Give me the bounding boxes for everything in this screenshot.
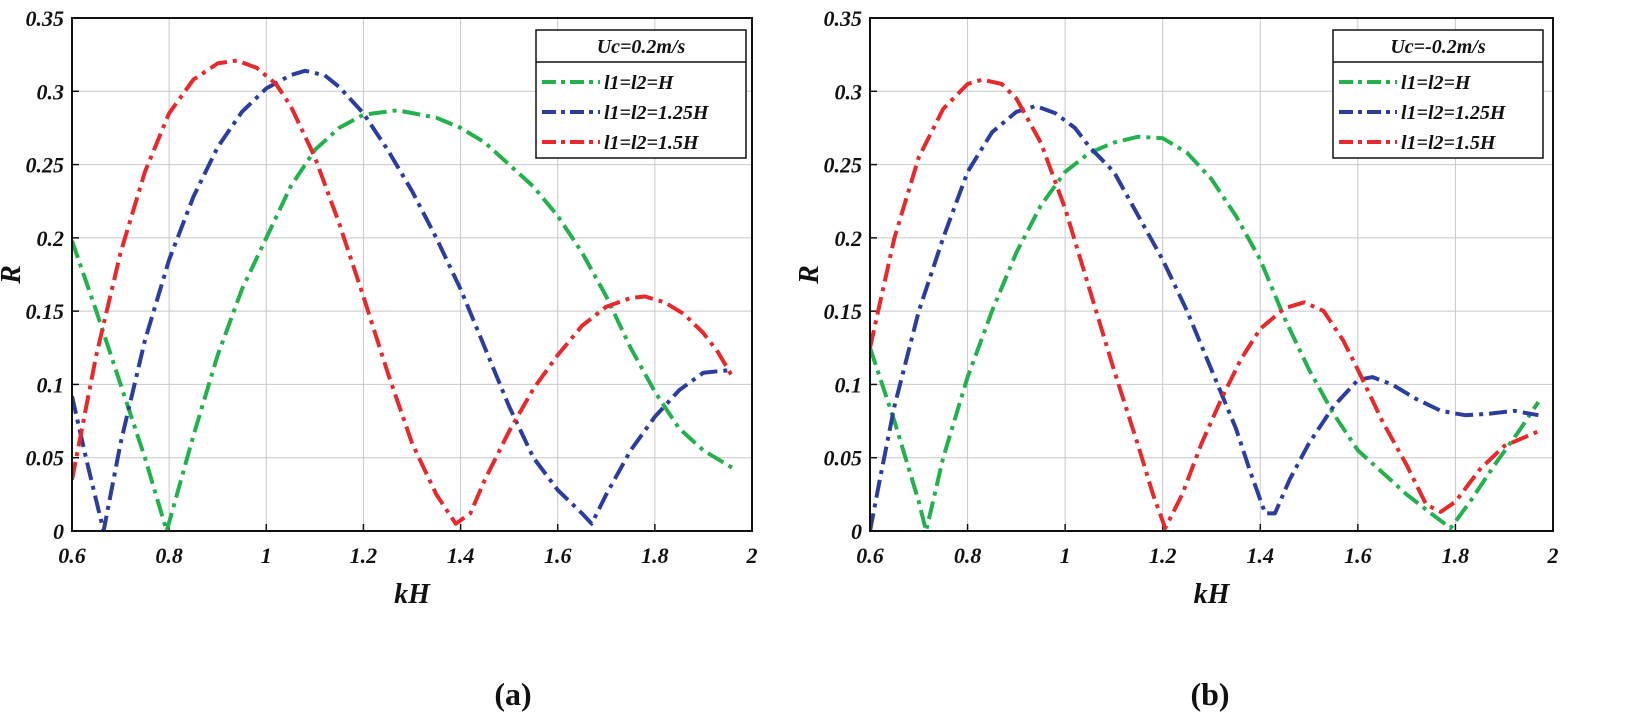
y-tick-label: 0.1 <box>37 372 65 397</box>
legend: Uc=0.2m/s l1=l2=H l1=l2=1.25H l1=l2=1.5H <box>535 29 747 159</box>
legend-box <box>1332 29 1544 159</box>
series-line-3 <box>72 58 735 526</box>
x-tick-label: 1.2 <box>1149 543 1177 568</box>
y-tick-label: 0.25 <box>824 153 863 178</box>
y-tick-label: 0 <box>851 519 862 544</box>
x-tick-label: 0.8 <box>954 543 982 568</box>
y-tick-label: 0.3 <box>835 79 863 104</box>
legend-title: Uc=-0.2m/s <box>1390 36 1485 58</box>
y-tick-label: 0 <box>53 519 64 544</box>
series-line-2 <box>72 68 733 531</box>
legend-entry-1: l1=l2=H <box>604 72 675 94</box>
series-line-3 <box>870 77 1540 531</box>
x-tick-label: 0.6 <box>58 543 86 568</box>
y-tick-label: 0.3 <box>37 79 65 104</box>
y-tick-label: 0.15 <box>26 299 65 324</box>
y-tick-label: 0.15 <box>824 299 863 324</box>
legend-entry-2: l1=l2=1.25H <box>604 102 710 124</box>
y-tick-label: 0.2 <box>37 226 65 251</box>
chart-panel-b: 0.6 0.8 1 1.2 1.4 1.6 1.8 2 0 0.05 0.1 0.15 0.2 0.25 0… <box>794 6 1559 712</box>
x-tick-label: 2 <box>746 543 758 568</box>
legend-entry-2: l1=l2=1.25H <box>1401 102 1507 124</box>
x-tick-label: 0.8 <box>155 543 183 568</box>
y-tick-label: 0.05 <box>824 446 863 471</box>
panel-caption: (a) <box>494 676 531 712</box>
x-tick-label: 1.4 <box>1247 543 1275 568</box>
legend-box <box>535 29 747 159</box>
plot-frame <box>869 17 1554 532</box>
legend-entry-3: l1=l2=1.5H <box>604 132 700 154</box>
series-group <box>870 77 1541 531</box>
chart-panel-a: 0.6 0.8 1 1.2 1.4 1.6 1.8 2 0 0.05 0.1 0.15 0.2 0.25 0… <box>0 6 758 712</box>
x-tick-label: 1 <box>261 543 272 568</box>
y-tick-label: 0.25 <box>26 153 65 178</box>
panel-caption: (b) <box>1190 676 1229 712</box>
x-tick-label: 1.8 <box>1442 543 1470 568</box>
x-tick-label: 0.6 <box>856 543 884 568</box>
legend: Uc=-0.2m/s l1=l2=H l1=l2=1.25H l1=l2=1.5H <box>1332 29 1544 159</box>
x-tick-label: 1.8 <box>641 543 669 568</box>
legend-entry-3: l1=l2=1.5H <box>1401 132 1497 154</box>
legend-title: Uc=0.2m/s <box>597 36 686 58</box>
y-tick-label: 0.2 <box>835 226 863 251</box>
series-line-1 <box>870 134 1541 531</box>
x-tick-label: 2 <box>1547 543 1559 568</box>
x-tick-label: 1.2 <box>350 543 378 568</box>
x-tick-label: 1.6 <box>1344 543 1372 568</box>
series-group <box>72 58 735 531</box>
y-axis-label: R <box>0 265 27 285</box>
x-tick-label: 1 <box>1060 543 1071 568</box>
series-line-2 <box>870 103 1539 531</box>
y-tick-label: 0.05 <box>26 446 65 471</box>
plot-frame <box>71 17 753 532</box>
legend-entry-1: l1=l2=H <box>1401 72 1472 94</box>
x-tick-label: 1.4 <box>447 543 475 568</box>
y-axis-label: R <box>794 265 825 285</box>
x-axis-label: kH <box>394 579 431 610</box>
y-tick-label: 0.1 <box>835 372 863 397</box>
y-tick-label: 0.35 <box>26 6 65 31</box>
x-tick-label: 1.6 <box>544 543 572 568</box>
x-axis-label: kH <box>1194 579 1231 610</box>
y-tick-label: 0.35 <box>824 6 863 31</box>
